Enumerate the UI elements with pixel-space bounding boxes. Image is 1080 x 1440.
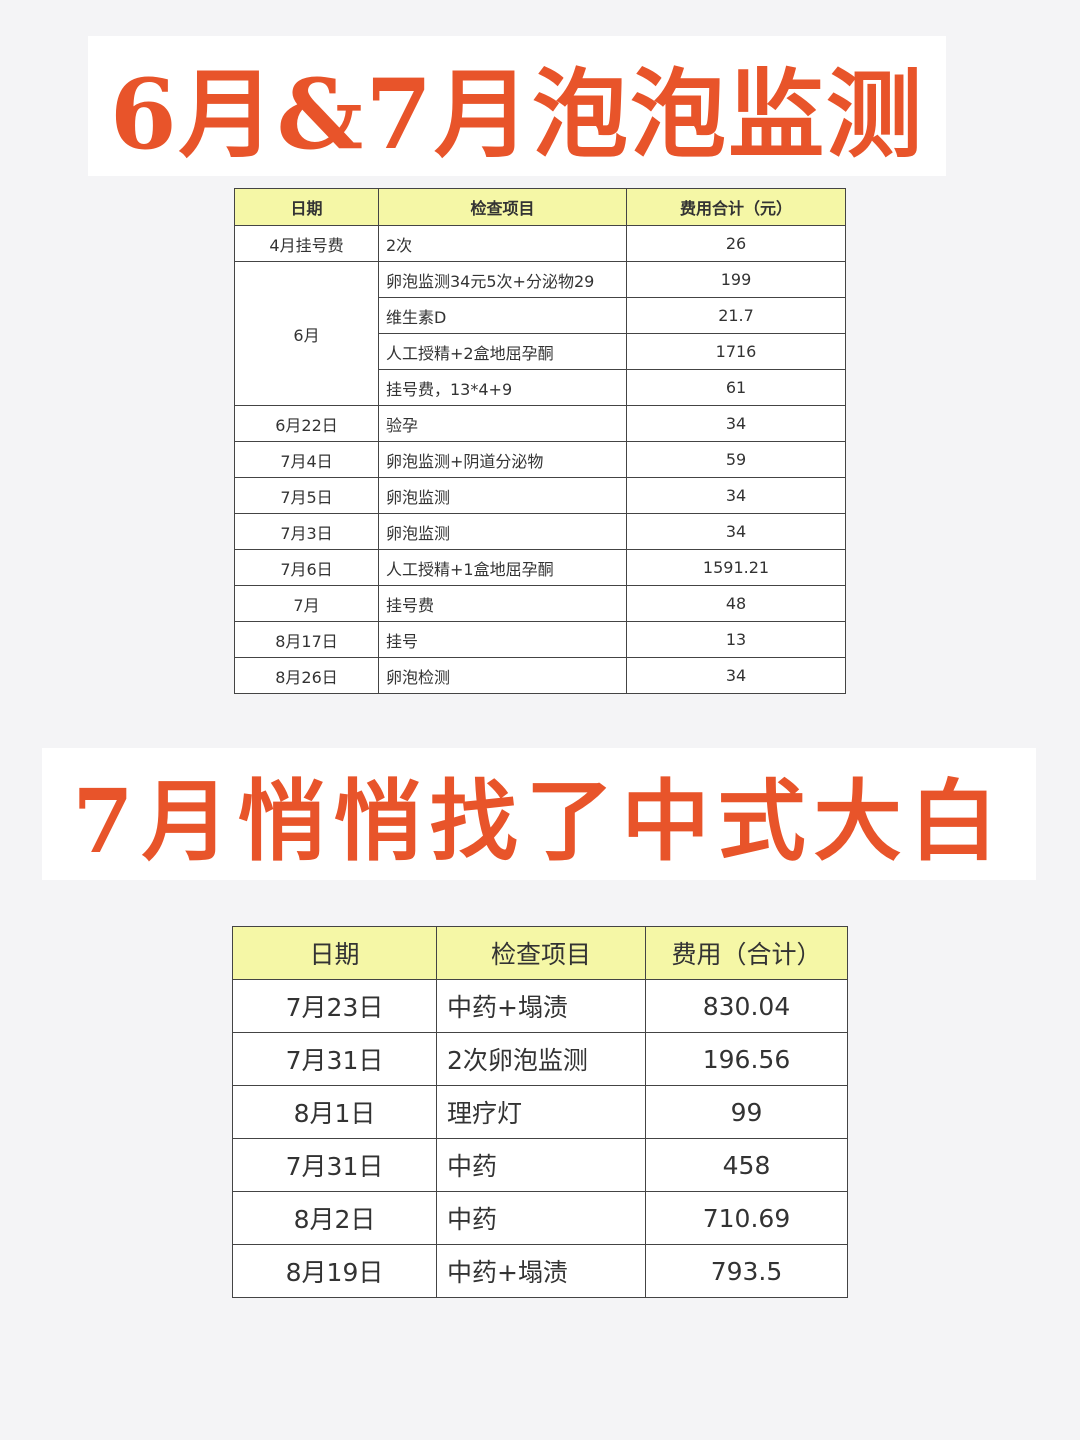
cell-item: 人工授精+2盒地屈孕酮: [378, 333, 627, 370]
cell-cost: 1591.21: [626, 549, 846, 586]
cell-item: 2次: [378, 225, 627, 262]
cell-cost: 48: [626, 585, 846, 622]
table-row: 7月5日 卵泡监测 34: [234, 477, 846, 514]
cost-table-1: 日期 检查项目 费用合计（元） 4月挂号费 2次 26 6月 卵泡监测34元5次+分泌物…: [234, 188, 846, 694]
cell-date: 7月: [234, 585, 379, 622]
table-row: 6月22日 验孕 34: [234, 405, 846, 442]
cell-item: 中药+塌渍: [436, 979, 646, 1033]
cell-date: 8月26日: [234, 657, 379, 694]
table-row: 7月31日 中药 458: [232, 1138, 848, 1192]
cell-item: 卵泡监测+阴道分泌物: [378, 441, 627, 478]
cell-date: 7月6日: [234, 549, 379, 586]
table-row: 7月23日 中药+塌渍 830.04: [232, 979, 848, 1033]
cell-item: 维生素D: [378, 297, 627, 334]
cell-cost: 199: [626, 261, 846, 298]
header-item: 检查项目: [378, 188, 627, 226]
table-row: 7月 挂号费 48: [234, 585, 846, 622]
title-bubble-monitoring: 6月&7月泡泡监测: [88, 36, 946, 176]
cell-item: 卵泡监测: [378, 513, 627, 550]
cell-date: 7月31日: [232, 1032, 437, 1086]
cell-date: 8月17日: [234, 621, 379, 658]
table-row: 8月1日 理疗灯 99: [232, 1085, 848, 1139]
cell-cost: 1716: [626, 333, 846, 370]
cell-item: 2次卵泡监测: [436, 1032, 646, 1086]
cell-cost: 34: [626, 405, 846, 442]
cell-cost: 710.69: [645, 1191, 848, 1245]
cell-cost: 34: [626, 513, 846, 550]
table-row: 8月2日 中药 710.69: [232, 1191, 848, 1245]
cell-cost: 196.56: [645, 1032, 848, 1086]
cell-item: 人工授精+1盒地屈孕酮: [378, 549, 627, 586]
cell-item: 卵泡监测34元5次+分泌物29: [378, 261, 627, 298]
cell-cost: 13: [626, 621, 846, 658]
cell-item: 卵泡检测: [378, 657, 627, 694]
cell-date: 7月5日: [234, 477, 379, 514]
header-item: 检查项目: [436, 926, 646, 980]
cell-cost: 34: [626, 477, 846, 514]
table-row: 8月26日 卵泡检测 34: [234, 657, 846, 694]
table-row: 7月31日 2次卵泡监测 196.56: [232, 1032, 848, 1086]
cell-cost: 99: [645, 1085, 848, 1139]
cell-date: 7月3日: [234, 513, 379, 550]
cell-date: 7月4日: [234, 441, 379, 478]
cell-cost: 34: [626, 657, 846, 694]
cell-item: 挂号: [378, 621, 627, 658]
cell-date: 7月31日: [232, 1138, 437, 1192]
cell-item: 理疗灯: [436, 1085, 646, 1139]
cell-date: 4月挂号费: [234, 225, 379, 262]
header-cost: 费用（合计）: [645, 926, 848, 980]
cell-date: 7月23日: [232, 979, 437, 1033]
table-row: 7月3日 卵泡监测 34: [234, 513, 846, 550]
table-row: 人工授精+2盒地屈孕酮 1716: [235, 333, 846, 370]
title-chinese-medicine: 7月悄悄找了中式大白: [42, 748, 1036, 880]
cell-item: 中药: [436, 1138, 646, 1192]
cell-date: 8月19日: [232, 1244, 437, 1298]
table-header-row: 日期 检查项目 费用合计（元）: [234, 188, 846, 226]
cell-item: 卵泡监测: [378, 477, 627, 514]
cell-cost: 59: [626, 441, 846, 478]
cell-item: 验孕: [378, 405, 627, 442]
cell-date: 6月: [234, 261, 379, 406]
table-row: 8月17日 挂号 13: [234, 621, 846, 658]
header-date: 日期: [234, 188, 379, 226]
table-row: 7月4日 卵泡监测+阴道分泌物 59: [234, 441, 846, 478]
table-row: 6月 卵泡监测34元5次+分泌物29 199: [234, 261, 846, 406]
cell-item: 挂号费: [378, 585, 627, 622]
table-header-row: 日期 检查项目 费用（合计）: [232, 926, 848, 980]
cell-cost: 793.5: [645, 1244, 848, 1298]
cell-date: 8月1日: [232, 1085, 437, 1139]
table-row: 8月19日 中药+塌渍 793.5: [232, 1244, 848, 1298]
cost-table-2: 日期 检查项目 费用（合计） 7月23日 中药+塌渍 830.04 7月31日 2次卵泡…: [232, 926, 848, 1298]
cell-date: 8月2日: [232, 1191, 437, 1245]
cell-item: 中药+塌渍: [436, 1244, 646, 1298]
header-cost: 费用合计（元）: [626, 188, 846, 226]
cell-cost: 26: [626, 225, 846, 262]
cell-cost: 830.04: [645, 979, 848, 1033]
cell-cost: 458: [645, 1138, 848, 1192]
table-row: 4月挂号费 2次 26: [234, 225, 846, 262]
table-row: 维生素D 21.7: [235, 297, 846, 334]
cell-date: 6月22日: [234, 405, 379, 442]
header-date: 日期: [232, 926, 437, 980]
table-row: 7月6日 人工授精+1盒地屈孕酮 1591.21: [234, 549, 846, 586]
table-row: 挂号费，13*4+9 61: [235, 369, 846, 406]
cell-cost: 21.7: [626, 297, 846, 334]
cell-item: 挂号费，13*4+9: [378, 369, 627, 406]
cell-item: 中药: [436, 1191, 646, 1245]
cell-cost: 61: [626, 369, 846, 406]
